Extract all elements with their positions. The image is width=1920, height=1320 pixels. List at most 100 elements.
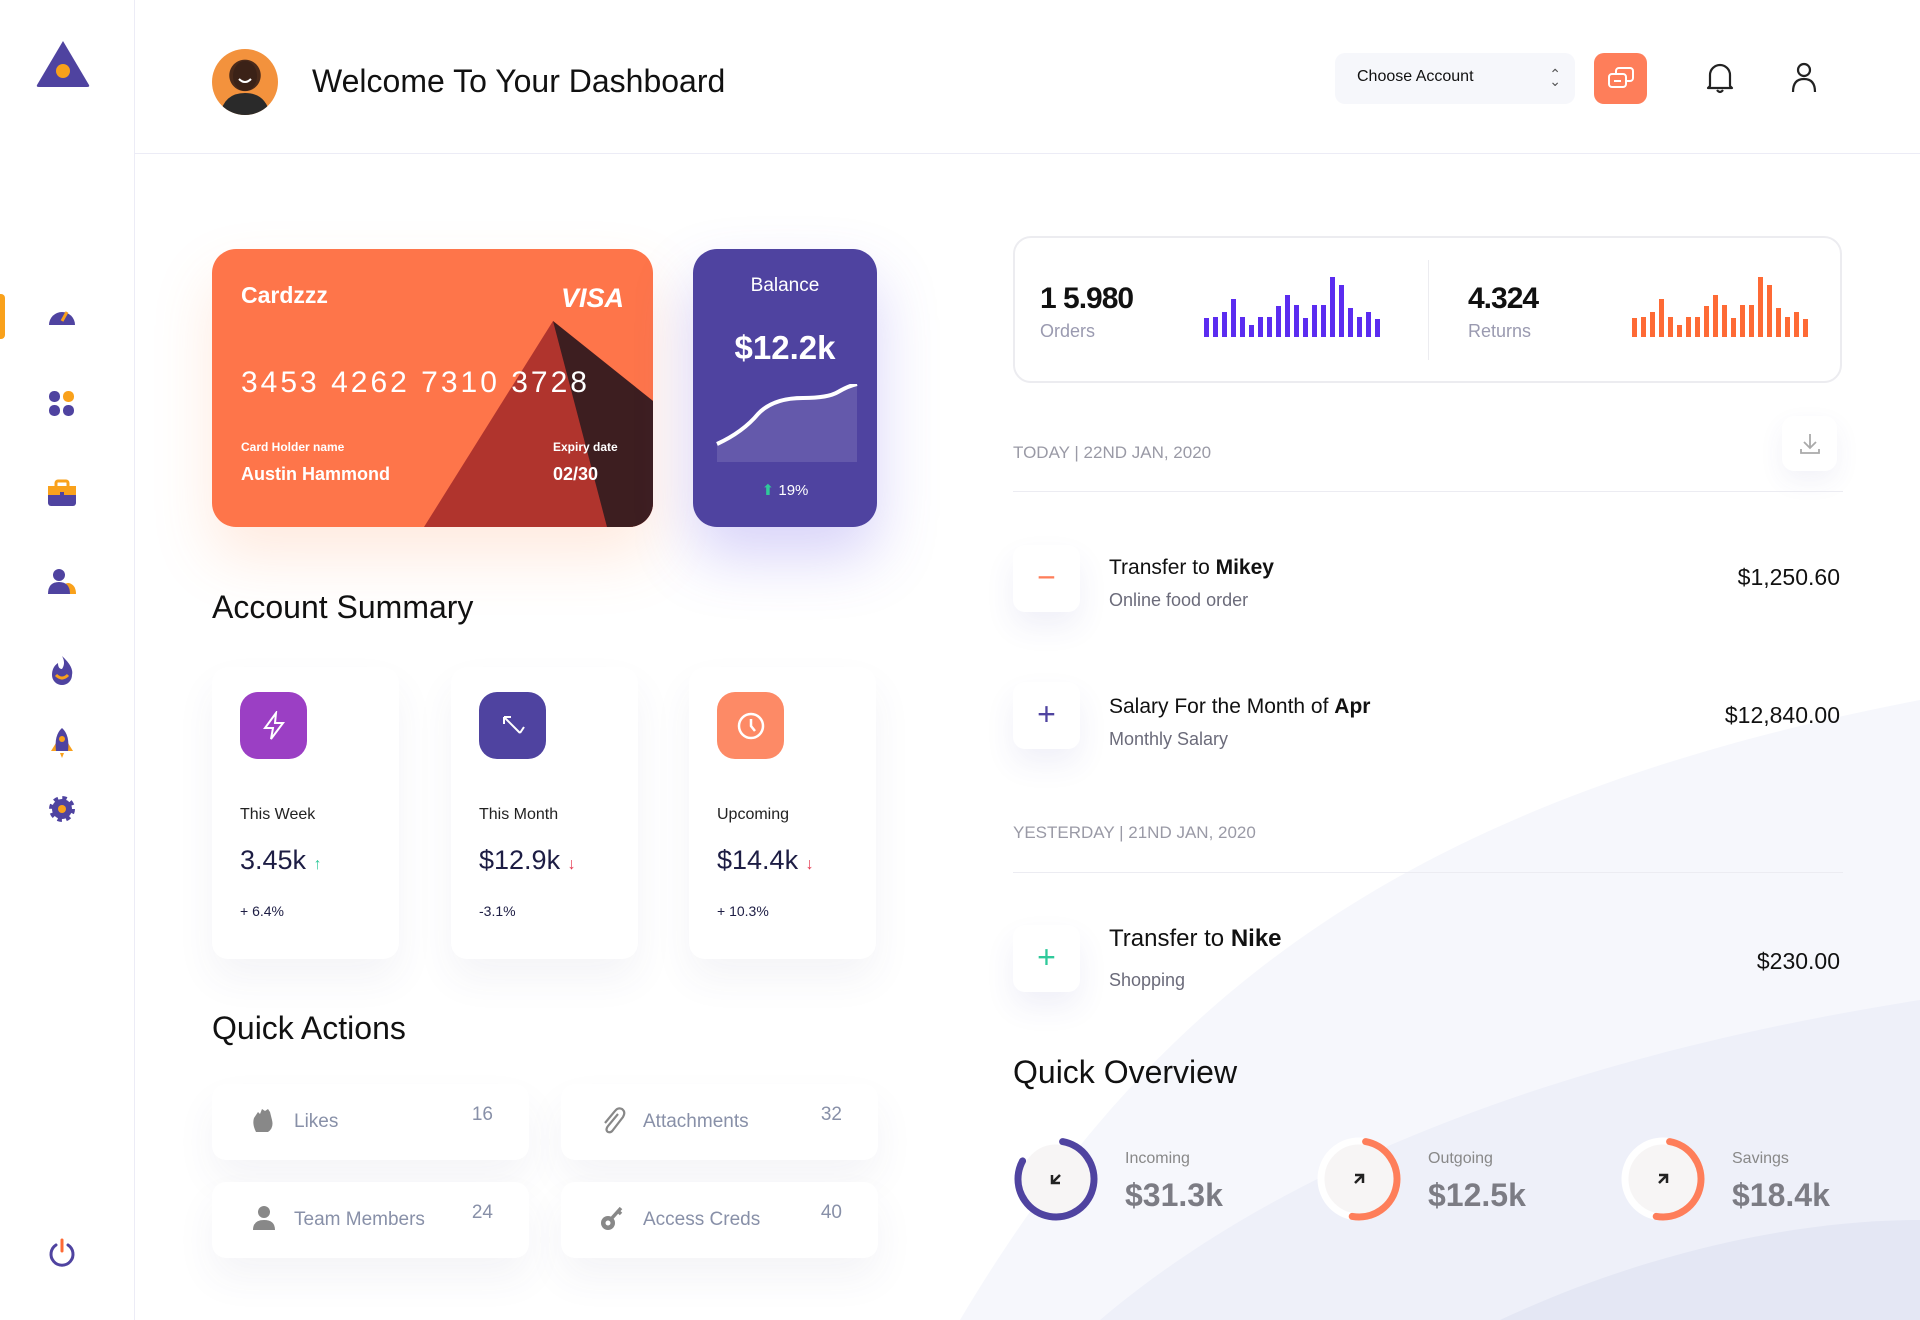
quick-action-attachments[interactable]: Attachments 32 (561, 1084, 878, 1160)
balance-sparkline (716, 384, 858, 462)
card-pattern (424, 321, 653, 527)
header-divider (135, 153, 1920, 154)
returns-bar (1740, 304, 1745, 337)
transaction-title: Salary For the Month of Apr (1109, 695, 1371, 718)
select-label: Choose Account (1357, 68, 1474, 85)
balance-card[interactable]: Balance $12.2k ⬆ 19% (693, 249, 877, 527)
attachments-count: 32 (820, 1104, 842, 1125)
yesterday-label: YESTERDAY | 21ND JAN, 2020 (1013, 823, 1256, 842)
arrow-down-icon: ↓ (805, 856, 814, 873)
summary-value: $12.9k ↓ (479, 845, 576, 875)
summary-label: This Month (479, 806, 559, 823)
card-holder: Austin Hammond (241, 464, 391, 484)
overview-label: Incoming (1125, 1150, 1190, 1167)
orders-bar (1249, 324, 1254, 337)
overview-label: Savings (1732, 1150, 1789, 1167)
logout-power-icon[interactable] (46, 1237, 78, 1269)
orders-bar (1285, 295, 1290, 337)
transaction-subtitle: Shopping (1109, 970, 1186, 990)
choose-account-select[interactable]: Choose Account ⌃ ⌄ (1335, 53, 1575, 104)
clock-icon (717, 692, 784, 759)
progress-ring (1014, 1137, 1098, 1221)
orders-bar (1240, 316, 1245, 337)
yesterday-divider (1013, 872, 1843, 873)
users-icon[interactable] (46, 566, 78, 598)
returns-bar (1785, 316, 1790, 337)
page-title: Welcome To Your Dashboard (312, 63, 726, 99)
orders-label: Orders (1040, 321, 1096, 341)
returns-value: 4.324 (1468, 282, 1539, 315)
overview-value: $31.3k (1125, 1177, 1223, 1213)
transaction-subtitle: Monthly Salary (1109, 729, 1229, 749)
returns-bar-chart (1632, 277, 1808, 337)
orders-bar (1222, 311, 1227, 337)
credit-card[interactable]: Cardzzz VISA 3453 4262 7310 3728 Card Ho… (212, 249, 653, 527)
arrow-icon (1354, 1173, 1365, 1184)
transaction-amount: $1,250.60 (1737, 564, 1840, 590)
user-avatar[interactable] (212, 49, 278, 115)
transaction-title: Transfer to Mikey (1109, 556, 1274, 579)
summary-card[interactable]: This Month $12.9k ↓ -3.1% (451, 667, 638, 959)
today-label: TODAY | 22ND JAN, 2020 (1013, 443, 1212, 462)
access-creds-label: Access Creds (643, 1209, 761, 1230)
download-icon (1799, 433, 1820, 454)
orders-bar (1258, 316, 1263, 337)
returns-bar (1641, 316, 1646, 337)
download-button[interactable] (1782, 416, 1837, 471)
orders-bar (1339, 285, 1344, 337)
key-icon (601, 1206, 623, 1230)
orders-bar (1294, 304, 1299, 337)
quick-action-access-creds[interactable]: Access Creds 40 (561, 1182, 878, 1258)
team-members-label: Team Members (294, 1209, 425, 1230)
quick-action-likes[interactable]: Likes 16 (212, 1084, 529, 1160)
paperclip-icon (604, 1107, 626, 1134)
rocket-icon[interactable] (46, 727, 78, 759)
transaction-title: Transfer to Nike (1109, 925, 1282, 952)
overview-label: Outgoing (1428, 1150, 1493, 1167)
plus-icon: + (1013, 925, 1080, 992)
summary-card[interactable]: Upcoming $14.4k ↓ + 10.3% (689, 667, 876, 959)
orders-bar (1375, 318, 1380, 337)
active-indicator (0, 294, 5, 339)
dashboard-icon[interactable] (46, 300, 78, 332)
apps-icon[interactable] (46, 388, 78, 420)
sidebar (0, 0, 135, 1320)
returns-bar (1695, 316, 1700, 337)
expiry-date: 02/30 (553, 464, 599, 484)
likes-label: Likes (294, 1111, 339, 1132)
account-summary-title: Account Summary (212, 589, 474, 625)
orders-bar (1213, 316, 1218, 337)
settings-icon[interactable] (46, 793, 78, 825)
orders-bar (1330, 277, 1335, 337)
card-number: 3453 4262 7310 3728 (241, 366, 590, 399)
messages-button[interactable] (1594, 53, 1647, 104)
user-profile-icon[interactable] (1790, 62, 1818, 94)
transaction-amount: $230.00 (1756, 948, 1840, 974)
summary-card[interactable]: This Week 3.45k ↑ + 6.4% (212, 667, 399, 959)
balance-change-value: 19% (778, 482, 809, 499)
returns-bar (1758, 277, 1763, 337)
summary-label: This Week (240, 806, 316, 823)
progress-ring (1621, 1137, 1705, 1221)
likes-count: 16 (471, 1104, 493, 1125)
returns-bar (1722, 304, 1727, 337)
overview-value: $18.4k (1732, 1177, 1830, 1213)
logo-icon (36, 41, 90, 87)
returns-bar (1650, 311, 1655, 337)
chat-icon (1607, 66, 1634, 88)
card-holder-label: Card Holder name (241, 440, 345, 454)
bell-icon[interactable] (1706, 62, 1734, 94)
card-name: Cardzzz (241, 282, 328, 308)
summary-percent: -3.1% (479, 903, 516, 919)
briefcase-icon[interactable] (46, 477, 78, 509)
fire-icon[interactable] (46, 654, 78, 686)
arrow-icon (1050, 1174, 1061, 1185)
arrow-icon (1658, 1173, 1669, 1184)
lightning-icon (240, 692, 307, 759)
access-creds-count: 40 (820, 1202, 842, 1223)
orders-returns-panel: 1 5.980 Orders 4.324 Returns (1013, 236, 1842, 383)
orders-bar (1204, 317, 1209, 337)
quick-action-team-members[interactable]: Team Members 24 (212, 1182, 529, 1258)
visa-logo: VISA (560, 283, 624, 313)
summary-percent: + 6.4% (240, 903, 284, 919)
